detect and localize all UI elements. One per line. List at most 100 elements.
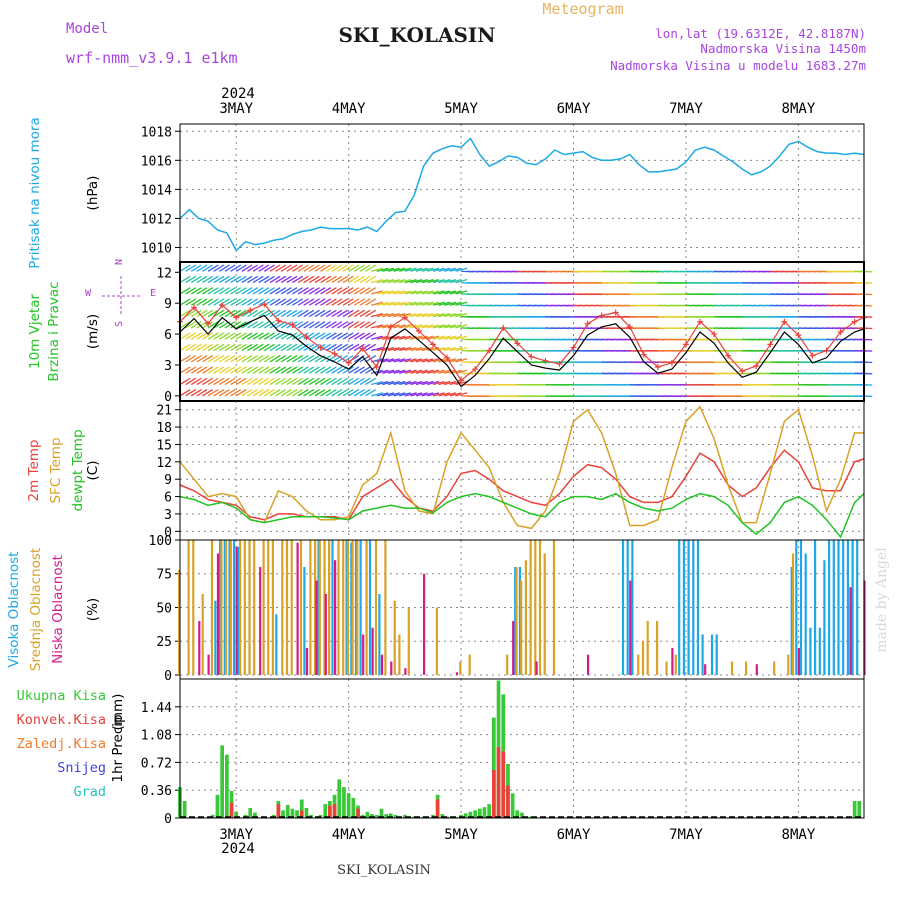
wind-barb bbox=[252, 332, 264, 340]
gust-marker bbox=[654, 364, 661, 371]
wind-barb bbox=[303, 389, 315, 397]
visokaoblacnost-bar bbox=[790, 567, 793, 675]
wind-compass bbox=[102, 276, 140, 316]
wind-barb bbox=[219, 355, 230, 363]
konvekkisa-bar bbox=[501, 751, 506, 818]
wind-barb bbox=[449, 301, 462, 306]
wind-barb bbox=[292, 377, 304, 386]
wind-barb bbox=[415, 301, 428, 306]
wind-barb bbox=[224, 287, 236, 295]
wind-barb bbox=[252, 355, 264, 363]
wind-barb bbox=[376, 335, 389, 340]
wind-barb bbox=[449, 358, 462, 363]
wind-barb bbox=[410, 346, 423, 352]
wind-barb bbox=[286, 309, 298, 318]
wind-barb bbox=[314, 287, 326, 295]
wind-barb bbox=[432, 346, 445, 352]
wind-barb bbox=[359, 377, 371, 386]
wind-barb bbox=[376, 290, 389, 295]
wind-barb bbox=[308, 298, 320, 306]
srednjaoblacnost-bar bbox=[178, 569, 181, 675]
wind-barb bbox=[438, 369, 451, 374]
gust-line bbox=[179, 303, 865, 382]
model-value: wrf-nmm_v3.9.1 e1km bbox=[66, 49, 238, 67]
wind-barb bbox=[252, 321, 264, 329]
wind-barb bbox=[331, 309, 343, 318]
konvekkisa-bar bbox=[506, 785, 510, 818]
wind-barb bbox=[449, 335, 462, 340]
gust-marker bbox=[542, 357, 549, 364]
wind-barb bbox=[190, 343, 202, 352]
wind-barb bbox=[230, 287, 242, 295]
speed-line bbox=[179, 314, 865, 388]
wind-barb bbox=[241, 298, 253, 306]
wind-barb bbox=[404, 346, 417, 352]
niskaoblacnost-bar bbox=[324, 594, 327, 675]
srednjaoblacnost-bar bbox=[637, 654, 640, 675]
wind-barb bbox=[415, 369, 428, 374]
srednjaoblacnost-bar bbox=[459, 661, 462, 675]
wind-barb bbox=[190, 389, 202, 397]
2m Temp-line bbox=[179, 449, 865, 521]
wind-barb bbox=[308, 264, 320, 272]
ukupnakisa-bar bbox=[295, 810, 299, 818]
wind-barb bbox=[258, 264, 270, 272]
wind-barb bbox=[258, 332, 270, 340]
wind-barb bbox=[308, 321, 320, 329]
wind-barb bbox=[219, 287, 230, 295]
niskaoblacnost-bar bbox=[629, 580, 632, 675]
wind-barb bbox=[263, 275, 275, 284]
wind-barb bbox=[353, 264, 365, 272]
wind-barb bbox=[275, 287, 287, 295]
wind-barb bbox=[348, 275, 360, 284]
wind-barb bbox=[297, 389, 309, 397]
panel-title: 10m Vjetar bbox=[27, 294, 43, 369]
wind-barb bbox=[286, 287, 298, 295]
wind-barb bbox=[185, 264, 197, 272]
ukupnakisa-bar bbox=[487, 804, 491, 818]
visokaoblacnost-bar bbox=[621, 540, 625, 675]
wind-barb bbox=[213, 321, 225, 329]
srednjaoblacnost-bar bbox=[262, 540, 265, 675]
gust-marker bbox=[191, 304, 198, 311]
wind-barb bbox=[365, 321, 377, 329]
wind-direction-label: W bbox=[85, 288, 92, 299]
wind-barb bbox=[219, 389, 230, 397]
wind-barb bbox=[415, 267, 428, 272]
wind-barb bbox=[202, 275, 214, 284]
model-label: Model bbox=[66, 21, 108, 37]
wind-barb bbox=[241, 366, 253, 374]
wind-barb bbox=[393, 290, 406, 295]
x-tick-label: 6MAY bbox=[557, 101, 591, 117]
wind-barb bbox=[185, 389, 197, 397]
wind-barb bbox=[258, 377, 270, 386]
wind-barb bbox=[342, 389, 354, 397]
wind-direction-label: S bbox=[114, 321, 125, 327]
wind-barb bbox=[331, 343, 343, 352]
konvekkisa-bar bbox=[276, 804, 281, 818]
wind-barb bbox=[219, 343, 230, 352]
wind-barb bbox=[230, 366, 242, 374]
gust-marker bbox=[682, 341, 689, 348]
konvekkisa-bar bbox=[328, 805, 332, 818]
wind-barb bbox=[292, 343, 304, 352]
wind-barb bbox=[263, 332, 275, 340]
gust-marker bbox=[303, 334, 310, 341]
gust-marker bbox=[640, 351, 647, 358]
y-tick-label: 1014 bbox=[141, 183, 172, 198]
wind-barb bbox=[280, 366, 292, 374]
gust-marker bbox=[444, 354, 451, 361]
niskaoblacnost-bar bbox=[671, 648, 674, 675]
panel-title: Srednja Oblacnost bbox=[28, 548, 44, 671]
wind-barb bbox=[196, 366, 208, 374]
wind-barb bbox=[286, 275, 298, 284]
wind-barb bbox=[207, 275, 219, 284]
wind-barb bbox=[370, 267, 383, 272]
srednjaoblacnost-bar bbox=[393, 600, 396, 675]
wind-barb bbox=[314, 309, 326, 318]
wind-barb bbox=[297, 275, 309, 284]
wind-barb bbox=[432, 301, 445, 306]
wind-barb bbox=[359, 366, 371, 374]
wind-barb bbox=[438, 278, 451, 284]
wind-barb bbox=[427, 290, 440, 295]
